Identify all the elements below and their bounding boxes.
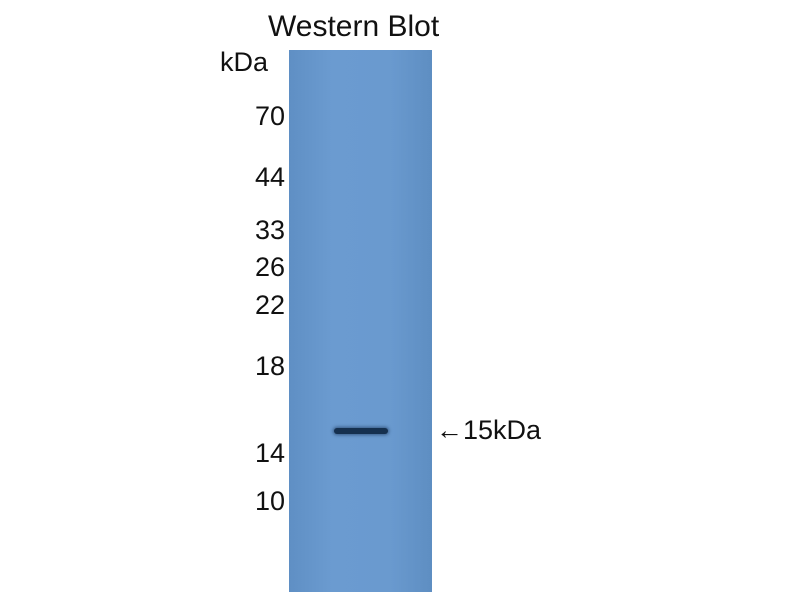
marker-label: 18 xyxy=(254,351,285,381)
arrow-left-icon: ← xyxy=(436,415,463,445)
marker-label: 22 xyxy=(254,290,285,320)
marker-label: 70 xyxy=(254,101,285,131)
blot-lane xyxy=(289,50,432,592)
marker-label: 26 xyxy=(254,252,285,282)
blot-title: Western Blot xyxy=(268,10,440,43)
band-size-label: 15kDa xyxy=(463,415,542,445)
protein-band xyxy=(334,428,388,434)
unit-label: kDa xyxy=(220,47,269,77)
band-annotation: ←15kDa xyxy=(436,417,541,444)
marker-label: 14 xyxy=(254,438,285,468)
marker-label: 33 xyxy=(254,215,285,245)
marker-label: 44 xyxy=(254,162,285,192)
marker-label: 10 xyxy=(254,486,285,516)
